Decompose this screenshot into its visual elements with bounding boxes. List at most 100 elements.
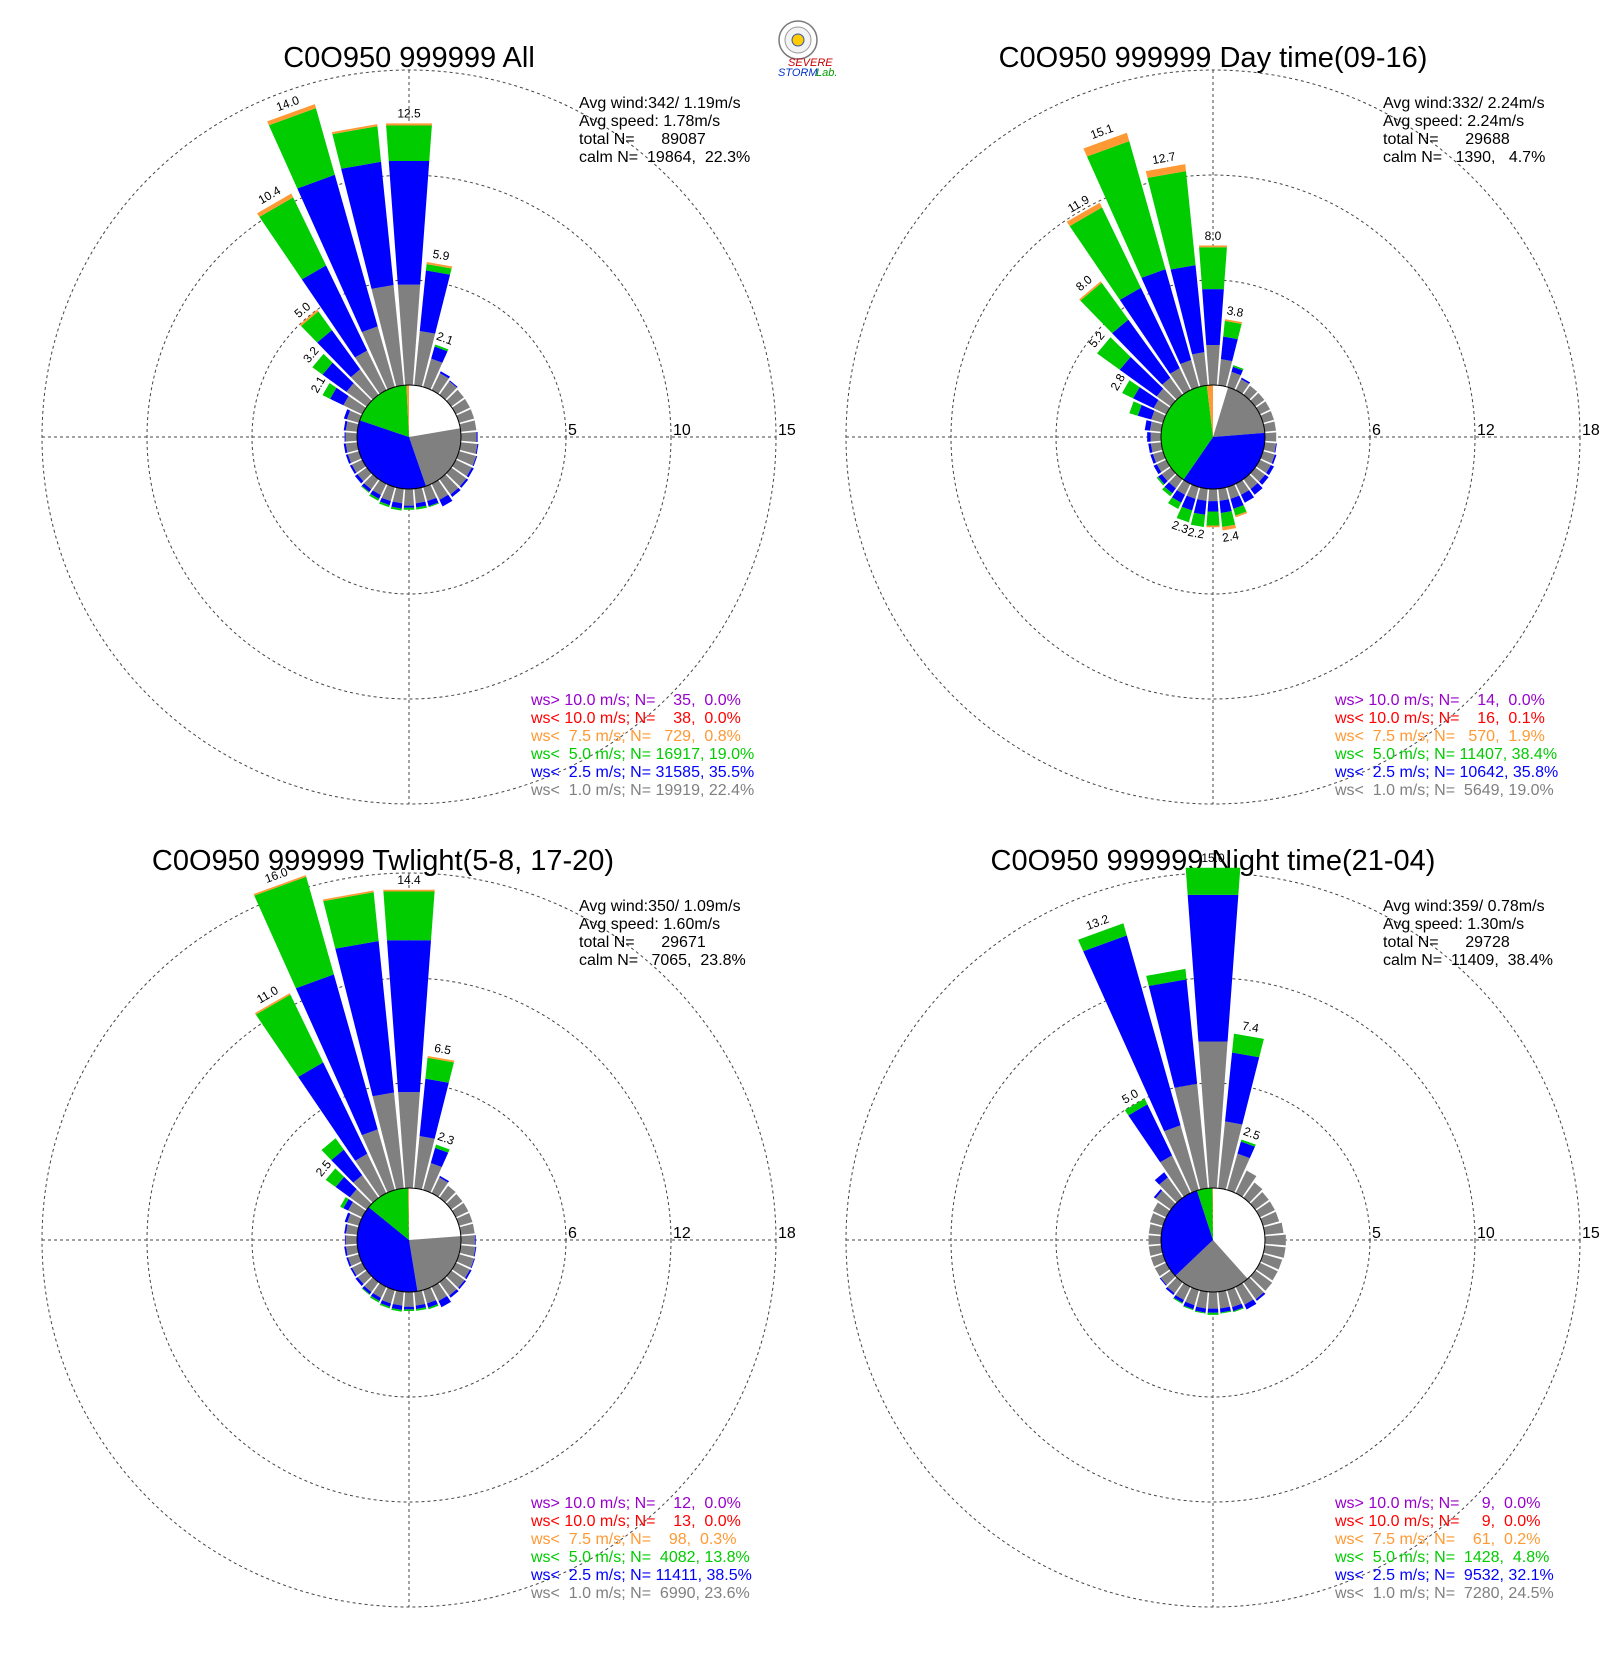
petal-segment-gray [1198, 1041, 1228, 1189]
petal-180 [403, 488, 415, 510]
petal-30 [1235, 1170, 1257, 1197]
petal-segment-gray [1196, 1290, 1208, 1309]
petal-segment-blue [430, 1147, 449, 1168]
petal-segment-gray [1235, 379, 1250, 394]
petal-segment-gray [1149, 421, 1163, 432]
pie-slice-lt5 [359, 385, 409, 437]
pie-slice-lt5 [1160, 385, 1213, 480]
petal-segment-green [1233, 1307, 1244, 1313]
petal-segment-gray [1161, 467, 1176, 482]
petal-segment-gray [446, 1193, 463, 1210]
petal-segment-blue [1083, 935, 1181, 1132]
petal-segment-gray [423, 1163, 442, 1193]
ring-label: 12 [673, 1225, 691, 1242]
petal-170 [414, 487, 427, 510]
petal-segment-blue [322, 362, 354, 392]
pie-outline [356, 1187, 462, 1293]
petal-segment-gray [357, 1270, 372, 1285]
petal-segment-green [1190, 512, 1206, 528]
windrose-panel-3: 6 12 18 C0O950 999999 Twlight(5-8, 17-20) Av… [41, 845, 796, 1608]
petal-segment-gray [439, 1185, 456, 1203]
petal-segment-blue [362, 1286, 372, 1295]
petal-segment-blue [1159, 1277, 1167, 1286]
pie-slice-lt2_5 [357, 1207, 418, 1292]
petal-140 [439, 1277, 459, 1298]
petal-segment-gray [1218, 487, 1229, 501]
petal-290 [1129, 401, 1166, 423]
petal-segment-blue [344, 432, 346, 442]
petal-240 [1154, 1262, 1170, 1277]
petal-segment-gray [350, 369, 379, 400]
petal-segment-green [435, 1144, 450, 1153]
petal-segment-gray [439, 1277, 457, 1296]
petal-170: 2.4 [1218, 487, 1240, 545]
ring-label: 15 [778, 422, 796, 439]
petal-50 [1250, 392, 1265, 407]
petal-segment-gray [345, 421, 359, 432]
petal-segment-blue [1274, 443, 1277, 453]
petal-240 [349, 459, 366, 474]
petal-segment-green [1185, 867, 1241, 895]
avg-wind-stat: Avg wind:350/ 1.09m/s [579, 898, 741, 915]
petal-segment-blue [419, 270, 451, 334]
petal-segment-green [379, 1303, 391, 1309]
petal-segment-gray [1180, 360, 1199, 390]
petal-segment-green [312, 353, 333, 375]
logo-word-severe: SEVERE [788, 57, 833, 69]
petal-190 [390, 487, 404, 511]
avg-wind-stat: Avg wind:342/ 1.19m/s [579, 95, 741, 112]
pie-slice-lt7_5 [408, 1188, 409, 1240]
total-n-stat: total N= 29728 [1383, 934, 1510, 951]
petal-segment-gray [1250, 467, 1266, 482]
speed-pie [356, 384, 462, 490]
petal-segment-green [403, 507, 415, 510]
petal-segment-green [1129, 401, 1142, 416]
petal-segment-blue [1128, 1104, 1173, 1163]
petal-segment-blue [1237, 1141, 1255, 1159]
petal-150 [431, 1283, 452, 1308]
petal-segment-orange [1079, 281, 1102, 301]
petal-40 [1243, 1182, 1263, 1203]
petal-150 [1235, 480, 1255, 503]
petal-segment-gray [1256, 1201, 1275, 1218]
petal-segment-gray [1207, 1291, 1219, 1309]
legend-entry: ws< 7.5 m/s; N= 98, 0.3% [530, 1531, 736, 1548]
petal-segment-gray [1174, 1083, 1208, 1190]
petal-segment-orange [1222, 524, 1237, 531]
pie-slice-lt2_5 [1183, 432, 1265, 489]
calm-n-stat: calm N= 19864, 22.3% [579, 149, 750, 166]
legend-entry: ws< 10.0 m/s; N= 16, 0.1% [1334, 710, 1545, 727]
petal-140 [1243, 1277, 1266, 1301]
petal-segment-gray [1263, 442, 1277, 453]
petal-segment-blue [343, 443, 348, 454]
petal-segment-blue [403, 505, 415, 508]
petal-segment-gray [354, 350, 387, 394]
petal-segment-blue [465, 1269, 472, 1280]
total-n-stat: total N= 89087 [579, 131, 706, 148]
petal-segment-gray [414, 330, 436, 387]
petal-segment-green [1146, 968, 1187, 987]
petal-40 [1243, 385, 1258, 400]
petal-segment-blue [1153, 464, 1162, 475]
petal-segment-gray [1162, 377, 1183, 400]
petal-segment-green [340, 1197, 349, 1209]
legend-entry: ws< 1.0 m/s; N= 5649, 19.0% [1334, 782, 1554, 799]
petal-segment-gray [361, 1129, 395, 1193]
petal-segment-orange [322, 890, 374, 902]
petal-10: 5.9 [414, 247, 453, 387]
petal-segment-green [1232, 365, 1244, 371]
petal-segment-blue [473, 1246, 477, 1257]
petal-segment-gray [349, 1189, 372, 1210]
petal-segment-gray [1148, 1224, 1163, 1235]
petal-segment-green [391, 1308, 402, 1312]
petal-segment-gray [459, 442, 478, 454]
ring-label: 18 [778, 1225, 796, 1242]
petal-segment-blue [426, 1300, 438, 1308]
legend-entry: ws< 7.5 m/s; N= 570, 1.9% [1334, 728, 1545, 745]
petal-260 [344, 1245, 359, 1256]
petal-110 [456, 451, 478, 467]
petal-segment-green [1223, 320, 1242, 340]
petal-segment-blue [1195, 1306, 1207, 1313]
petal-segment-blue [431, 346, 448, 363]
